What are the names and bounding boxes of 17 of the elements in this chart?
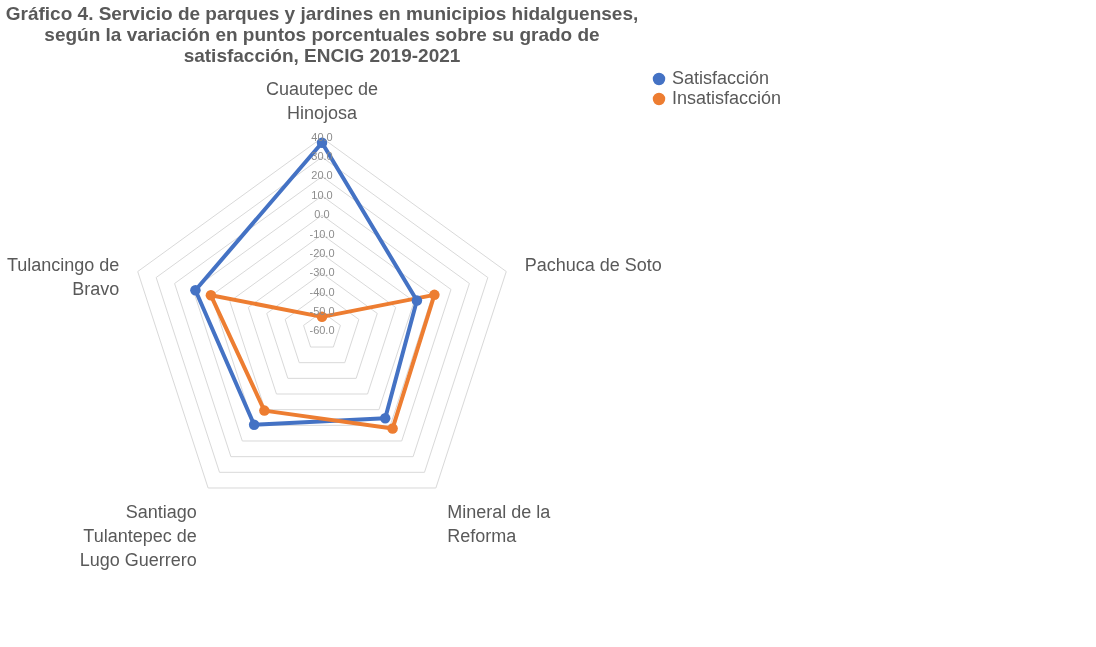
y-tick-label: 0.0 bbox=[314, 208, 330, 221]
spoke-label: Tulancingo de Bravo bbox=[6, 254, 120, 299]
y-tick-label: -30.0 bbox=[309, 266, 335, 279]
y-tick-label: -10.0 bbox=[309, 227, 335, 240]
y-tick-label: -40.0 bbox=[309, 285, 335, 298]
y-tick-label: 40.0 bbox=[311, 130, 333, 143]
chart-title: Gráfico 4. Servicio de parques y jardines en municipios hidalguenses, según la variación en puntos porcentuales sobre su grado de satisfacción, ENCIG 2019-2021 bbox=[5, 3, 639, 66]
spoke-label: Pachuca de Soto bbox=[524, 254, 662, 275]
y-tick-label: -20.0 bbox=[309, 246, 335, 259]
y-tick-label: 20.0 bbox=[311, 169, 333, 182]
y-tick-label: 10.0 bbox=[311, 188, 333, 201]
y-tick-label: -60.0 bbox=[309, 324, 335, 337]
legend-label: Satisfacción bbox=[672, 68, 770, 88]
legend-label: Insatisfacción bbox=[672, 88, 782, 108]
spoke-label: Cuautepec de Hinojosa bbox=[265, 79, 379, 124]
spoke-label: Mineral de la Reforma bbox=[447, 501, 552, 546]
spoke-label: Santiago Tulantepec de Lugo Guerrero bbox=[79, 501, 197, 570]
